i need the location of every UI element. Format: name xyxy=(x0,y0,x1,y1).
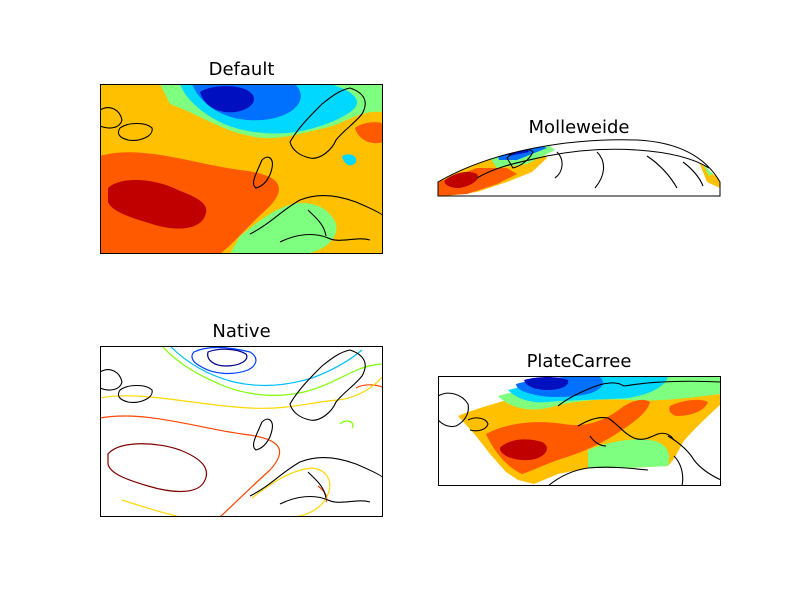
title-default: Default xyxy=(208,59,275,80)
title-platecarree: PlateCarree xyxy=(526,351,632,372)
contour-fill-orange-ne xyxy=(355,122,383,144)
coastline-asia xyxy=(623,380,721,486)
title-native: Native xyxy=(212,321,271,342)
coastline-greenland xyxy=(100,107,123,129)
coastline-iceland xyxy=(117,384,153,403)
coastline-scandinavia xyxy=(289,87,366,159)
frame-platecarree xyxy=(438,376,721,486)
frame-native xyxy=(100,346,383,517)
contour-line-orange-ne xyxy=(317,384,383,503)
contour-line-blue xyxy=(191,346,257,375)
coastline-britain xyxy=(253,156,273,189)
contour-fill-green-south xyxy=(588,439,670,468)
map-molleweide[interactable] xyxy=(437,138,721,198)
frame-molleweide xyxy=(437,139,721,197)
map-platecarree[interactable] xyxy=(438,376,721,486)
contour-fill-darkblue xyxy=(524,377,569,390)
coastline-europe xyxy=(557,382,675,447)
map-native[interactable] xyxy=(100,346,383,517)
contour-line-navy xyxy=(207,348,248,367)
coastline-europe-asia xyxy=(476,148,710,189)
contour-fill-darkred xyxy=(444,172,478,188)
contour-fill-darkred xyxy=(499,439,547,461)
contour-fill-green-east xyxy=(703,164,713,176)
contour-fill-cyan-mid xyxy=(342,154,357,166)
contour-fill-orange-ne xyxy=(669,399,708,416)
coastline-continent xyxy=(249,194,383,243)
contour-fill-darkblue xyxy=(200,86,255,113)
coastline-iceland xyxy=(117,122,153,141)
contour-line-darkred xyxy=(107,443,208,493)
coastline-greenland-iceland xyxy=(438,392,489,432)
coastline-greenland xyxy=(100,369,123,391)
coastline-scandinavia xyxy=(289,349,366,421)
contour-line-orange xyxy=(100,415,281,517)
title-molleweide: Molleweide xyxy=(528,117,630,138)
contour-fill-lightgreen-sw xyxy=(230,202,337,254)
contour-fill-darkred xyxy=(108,179,207,229)
coastline-britain xyxy=(253,418,273,451)
frame-default xyxy=(100,84,383,254)
coastline-continent xyxy=(249,456,383,505)
coastline-africa xyxy=(547,466,649,486)
contour-line-yellow xyxy=(100,375,383,517)
map-default[interactable] xyxy=(100,84,383,254)
contour-line-cyan xyxy=(169,346,363,387)
contour-line-green xyxy=(161,346,383,429)
